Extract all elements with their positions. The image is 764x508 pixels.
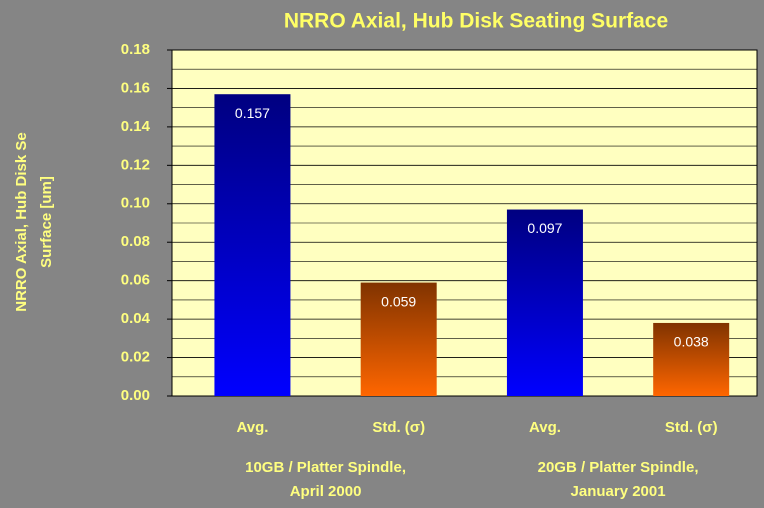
data-label: 0.097 (527, 220, 562, 236)
y-tick-label: 0.04 (121, 310, 151, 327)
group-label: April 2000 (290, 483, 362, 500)
y-axis-label: NRRO Axial, Hub Disk Se (13, 132, 30, 312)
x-tick-label: Avg. (529, 419, 561, 436)
y-tick-label: 0.08 (121, 233, 150, 250)
y-tick-label: 0.12 (121, 156, 150, 173)
y-tick-label: 0.10 (121, 195, 150, 212)
data-label: 0.157 (235, 105, 270, 121)
chart-title: NRRO Axial, Hub Disk Seating Surface (284, 10, 668, 33)
group-label: 20GB / Platter Spindle, (538, 459, 699, 476)
bar (506, 209, 583, 396)
y-tick-label: 0.16 (121, 79, 150, 96)
group-label: January 2001 (571, 483, 666, 500)
y-tick-label: 0.02 (121, 349, 150, 366)
data-label: 0.059 (381, 293, 416, 309)
bar (360, 282, 437, 396)
y-tick-label: 0.18 (121, 41, 150, 58)
bar (653, 322, 730, 396)
x-tick-label: Avg. (236, 419, 268, 436)
group-label: 10GB / Platter Spindle, (245, 459, 406, 476)
x-tick-label: Std. (σ) (665, 419, 718, 436)
y-axis-label: Surface [um] (38, 176, 55, 268)
data-label: 0.038 (674, 334, 709, 350)
y-tick-label: 0.06 (121, 272, 150, 289)
bar (214, 94, 291, 396)
y-tick-label: 0.00 (121, 387, 150, 404)
x-tick-label: Std. (σ) (372, 419, 425, 436)
y-tick-label: 0.14 (121, 118, 151, 135)
